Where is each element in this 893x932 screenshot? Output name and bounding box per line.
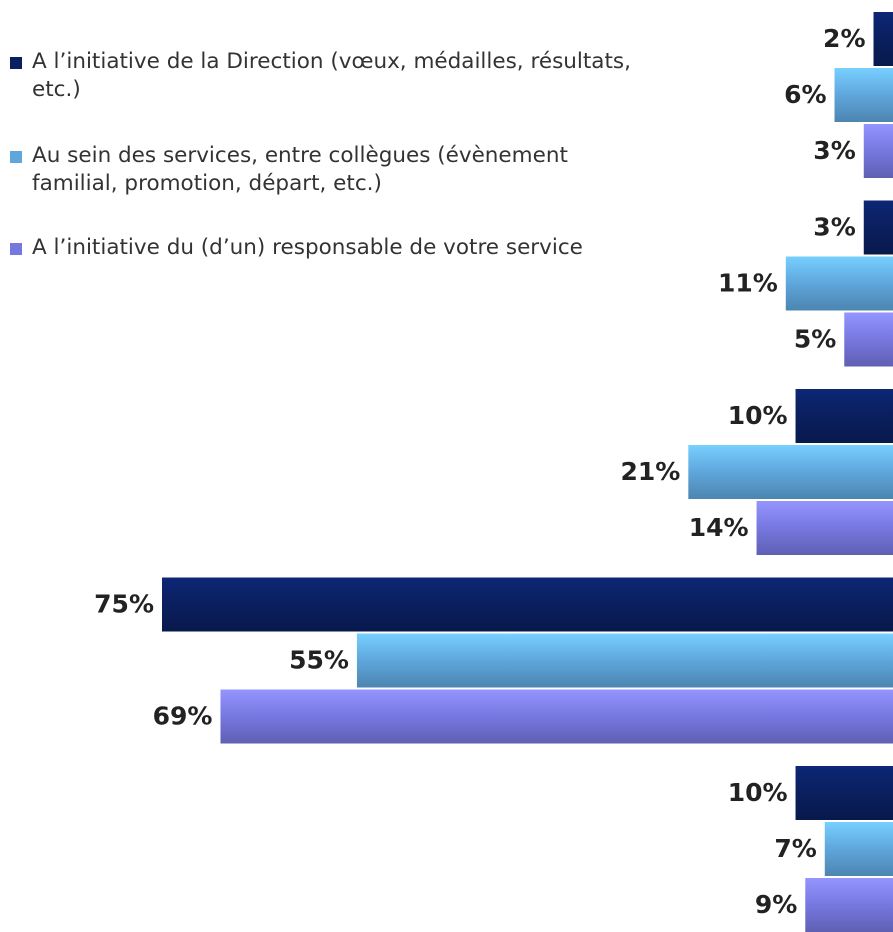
data-label: 9% [755,890,797,919]
bar [805,878,893,932]
data-label: 3% [813,213,855,242]
bar [785,256,893,311]
data-label: 69% [153,702,213,731]
legend-swatch [10,243,22,255]
legend-label: A l’initiative du (d’un) responsable de … [32,235,583,260]
data-label: 11% [718,269,778,298]
legend-swatch [10,57,22,69]
bar [863,124,893,178]
legend-label: A l’initiative de la Direction (vœux, mé… [32,49,631,102]
bar [162,577,893,632]
bar [795,766,893,820]
bar [834,68,893,122]
legend-item: A l’initiative du (d’un) responsable de … [10,234,650,262]
data-label: 2% [823,24,865,53]
bar [873,12,893,66]
bar [824,822,893,876]
data-label: 10% [728,401,788,430]
data-label: 14% [689,513,749,542]
bar [863,200,893,255]
data-label: 6% [784,80,826,109]
data-label: 7% [774,834,816,863]
data-label: 3% [813,136,855,165]
bar [356,633,893,688]
data-label: 10% [728,778,788,807]
bar [844,312,893,367]
bar [756,501,893,555]
data-label: 55% [289,646,349,675]
legend-item: A l’initiative de la Direction (vœux, mé… [10,48,650,104]
bar [688,445,893,499]
data-label: 5% [794,325,836,354]
legend-swatch [10,151,22,163]
legend-item: Au sein des services, entre collègues (é… [10,142,650,198]
bar [220,689,893,744]
legend-label: Au sein des services, entre collègues (é… [32,143,568,196]
data-label: 75% [94,590,154,619]
data-label: 21% [620,457,680,486]
bar [795,389,893,443]
